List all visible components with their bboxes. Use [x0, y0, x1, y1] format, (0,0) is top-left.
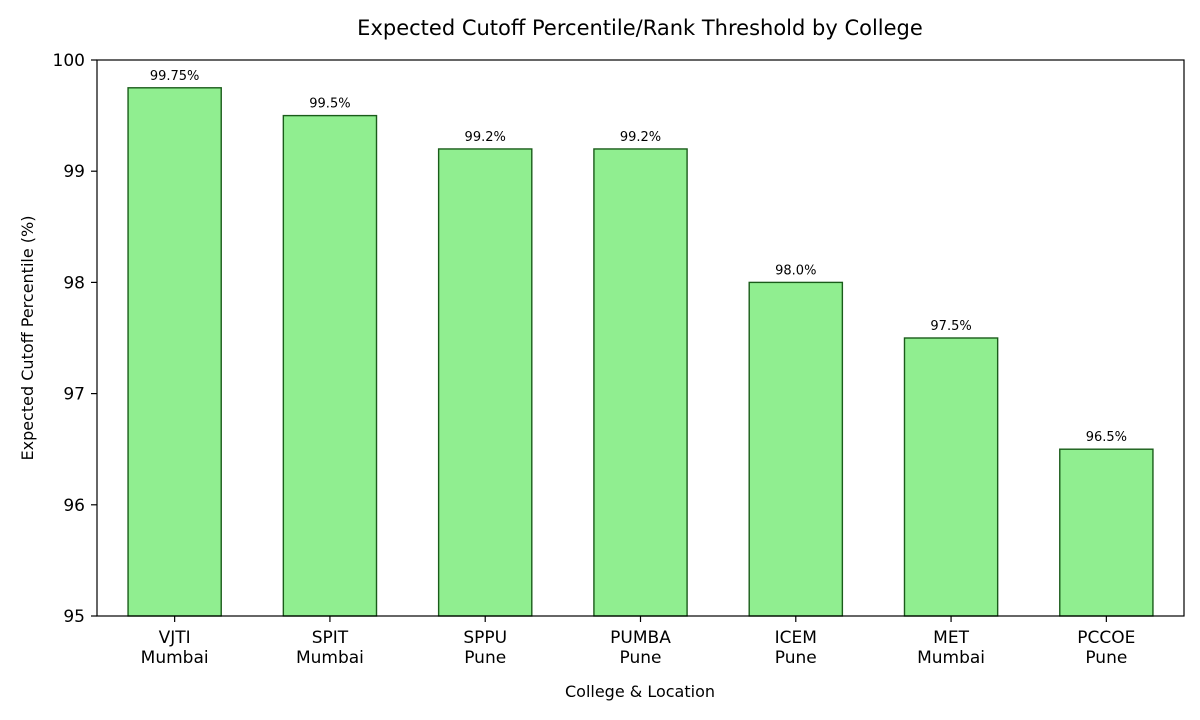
plot-area-frame [96, 59, 1185, 617]
x-tick-label: ICEM [775, 628, 817, 648]
data-label: 99.5% [309, 97, 350, 112]
data-label: 98.0% [775, 263, 816, 278]
x-tick-label: Pune [775, 648, 817, 668]
bars-layer [127, 87, 1154, 617]
y-ticks-layer: 95 96 97 98 99 100 [53, 51, 97, 627]
x-tick-label: Pune [464, 648, 506, 668]
x-tick-label: VJTI [159, 628, 191, 648]
y-tick-label: 96 [63, 496, 85, 516]
y-tick-label: 99 [63, 162, 85, 182]
bar-met [903, 337, 999, 617]
y-tick-label: 100 [53, 51, 85, 71]
x-tick-label: PUMBA [610, 628, 671, 648]
bar-spit [282, 114, 378, 617]
data-label: 99.75% [150, 69, 200, 84]
x-tick-label: MET [933, 628, 969, 648]
y-tick-label: 95 [63, 607, 85, 627]
x-tick-label: Mumbai [141, 648, 209, 668]
y-tick-label: 97 [63, 385, 85, 405]
bar-pumba [593, 148, 688, 617]
data-label: 99.2% [465, 130, 506, 145]
bar-vjti [127, 87, 222, 617]
x-axis-label: College & Location [565, 682, 715, 701]
x-tick-label: SPIT [312, 628, 349, 648]
x-ticks-layer: VJTIMumbaiSPITMumbaiSPPUPunePUMBAPuneICE… [141, 616, 1135, 668]
data-label: 97.5% [930, 319, 971, 334]
x-tick-label: PCCOE [1077, 628, 1135, 648]
data-label: 99.2% [620, 130, 661, 145]
chart-title: Expected Cutoff Percentile/Rank Threshol… [357, 16, 923, 40]
x-tick-label: Pune [1085, 648, 1127, 668]
data-label: 96.5% [1086, 430, 1127, 445]
x-tick-label: SPPU [463, 628, 507, 648]
data-labels-layer: 99.75% 99.5% 99.2% 99.2% 98.0% 97.5% 96.5% [150, 69, 1127, 445]
y-tick-label: 98 [63, 273, 85, 293]
x-tick-label: Mumbai [296, 648, 364, 668]
x-tick-label: Mumbai [917, 648, 985, 668]
bar-pccoe [1059, 448, 1154, 617]
y-axis-label: Expected Cutoff Percentile (%) [18, 216, 37, 461]
bar-icem [748, 281, 844, 617]
x-tick-label: Pune [620, 648, 662, 668]
bar-sppu [437, 148, 533, 617]
